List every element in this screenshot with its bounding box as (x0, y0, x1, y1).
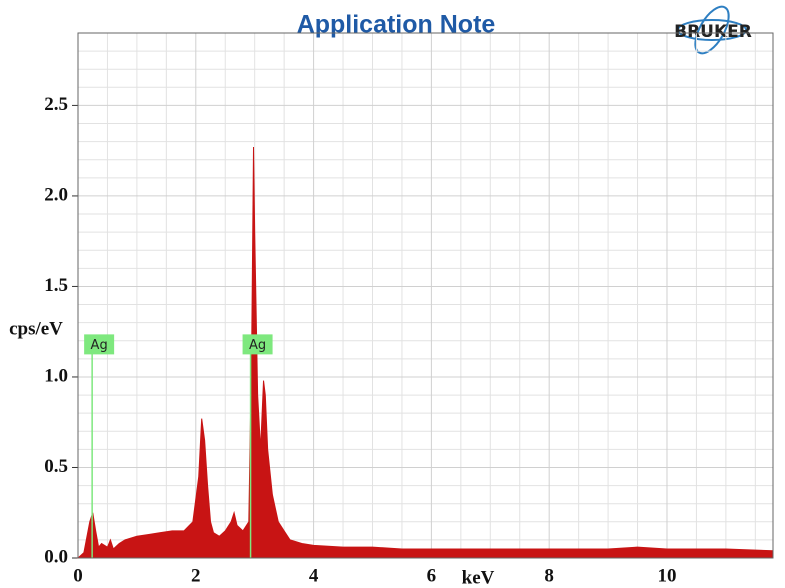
spectrum-area (76, 147, 774, 559)
logo-orbit (694, 5, 730, 55)
x-tick-label: 2 (191, 565, 201, 586)
y-tick-label: 1.5 (44, 275, 68, 296)
plot-area (77, 32, 774, 559)
y-tick-label: 0.5 (44, 456, 68, 477)
element-label: Ag (91, 338, 108, 353)
element-label-box (242, 334, 273, 355)
x-axis-label: keV (462, 567, 495, 588)
logo-orbit (677, 19, 747, 41)
logo: BRUKER (674, 5, 752, 55)
y-axis-label: cps/eV (9, 318, 63, 339)
x-tick-label: 4 (309, 565, 319, 586)
y-tick-label: 2.5 (44, 94, 68, 115)
plot-area (77, 32, 774, 559)
page-title: Application Note (297, 11, 496, 39)
x-tick-label: 8 (544, 565, 554, 586)
element-label-box (84, 334, 115, 355)
y-tick-label: 2.0 (44, 184, 68, 205)
element-label: Ag (249, 338, 266, 353)
logo-text: BRUKER (674, 22, 752, 42)
x-tick-label: 6 (427, 565, 437, 586)
y-tick-label: 0.0 (44, 546, 68, 567)
y-tick-label: 1.0 (44, 365, 68, 386)
x-tick-label: 10 (657, 565, 676, 586)
x-tick-label: 0 (73, 565, 83, 586)
